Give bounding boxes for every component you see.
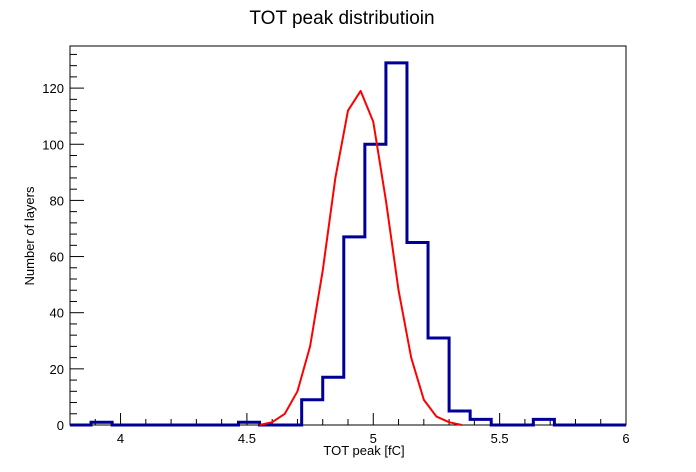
x-axis-label: TOT peak [fC] [323,443,404,458]
y-axis-label: Number of layers [22,186,37,285]
histogram-layer [70,61,626,427]
histogram-bin [323,377,344,425]
chart-title: TOT peak distributioin [249,8,434,29]
fit-curve [259,89,462,426]
histogram-bin [386,63,407,425]
x-tick-label: 5.5 [491,431,509,446]
y-tick-label: 80 [50,193,64,208]
histogram-bin [344,237,365,425]
histogram-bin [428,338,449,425]
y-tick-label: 0 [57,418,64,433]
histogram-outline [70,61,626,427]
x-tick-label: 4 [117,431,124,446]
x-tick-labels: 4 4.5 5 5.5 6 [117,431,630,446]
fit-curve-layer [259,89,462,426]
histogram-bin [407,243,428,425]
y-tick-label: 40 [50,306,64,321]
y-tick-label: 60 [50,250,64,265]
x-tick-label: 5 [370,431,377,446]
y-tick-label: 120 [42,81,64,96]
y-tick-labels: 0 20 40 60 80 100 120 [42,81,64,433]
y-tick-label: 20 [50,362,64,377]
x-tick-label: 4.5 [238,431,256,446]
histogram-bin [302,400,323,425]
y-tick-label: 100 [42,137,64,152]
x-tick-label: 6 [622,431,629,446]
